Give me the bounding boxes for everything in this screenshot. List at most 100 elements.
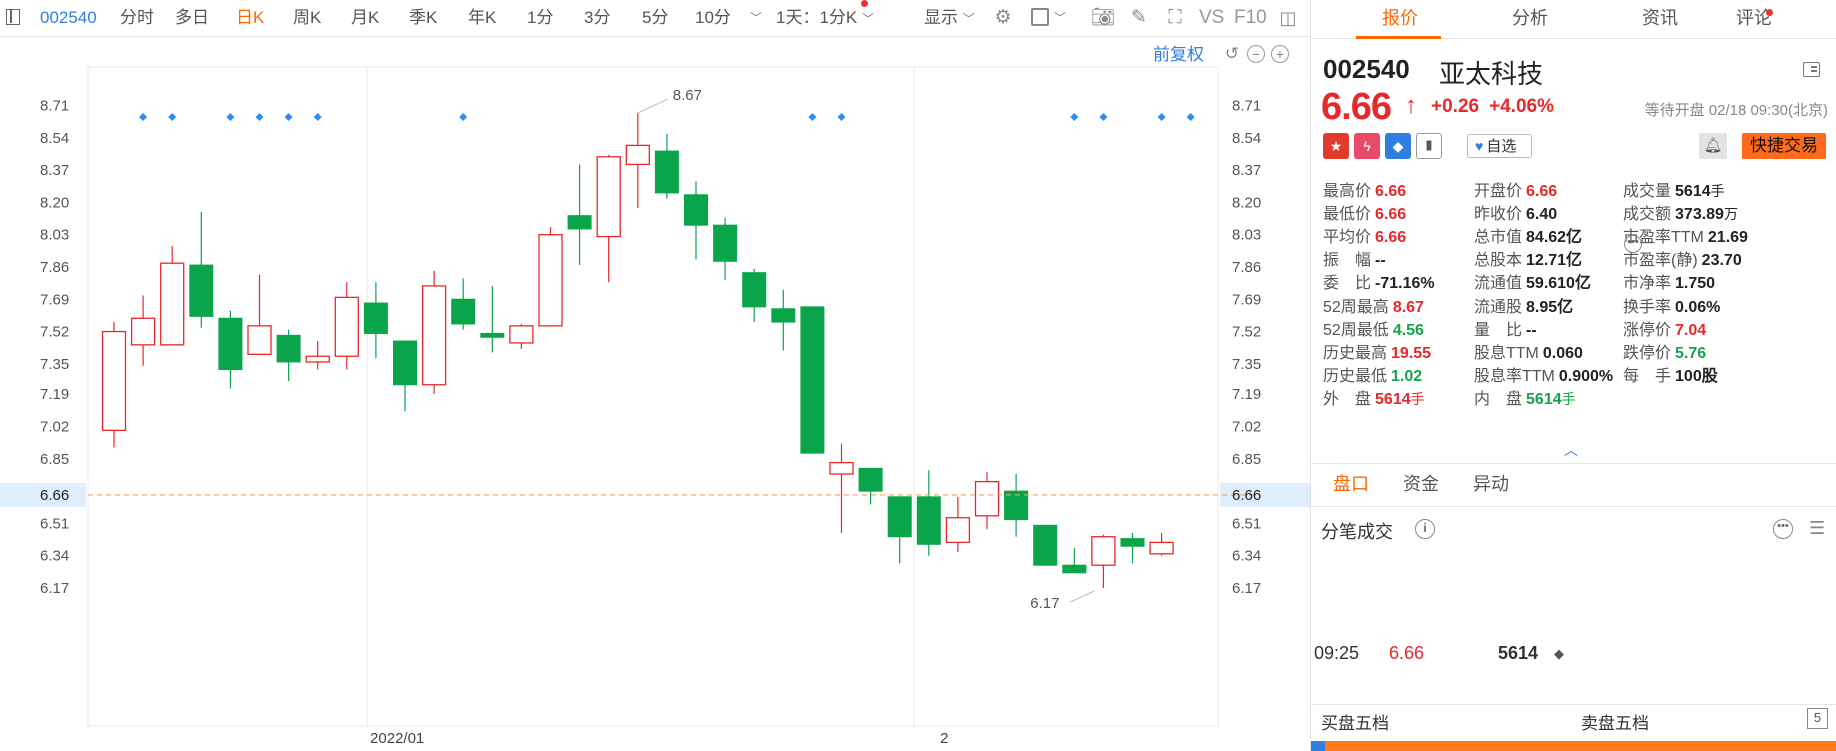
fullscreen-icon[interactable]: ⛶ [1168,7,1182,28]
candle-body [1091,536,1116,566]
quick-trade-button[interactable]: 快捷交易 [1742,133,1826,159]
tab-comments[interactable]: 评论 [1736,8,1772,28]
bookmark-icon[interactable]: ▮ [1416,133,1442,159]
quote-field-label: 平均价 [1323,229,1372,247]
quote-field-value: 6.66 [1375,229,1407,247]
interval-select[interactable]: 1天：1分K ﹀ [776,0,874,36]
display-menu[interactable]: 显示 ﹀ [924,0,975,36]
period-tab-quarterly[interactable]: 季K [409,8,438,27]
quote-field-value: 23.70 [1701,252,1742,270]
period-tab-weekly[interactable]: 周K [293,8,322,27]
five-levels-icon[interactable]: 5 [1807,708,1828,729]
tab-order-book[interactable]: 盘口 [1333,474,1369,494]
quote-field-label: 市盈率TTM [1623,229,1704,247]
display-checkbox[interactable] [1031,8,1049,26]
price-change: +0.26 [1431,96,1480,117]
quote-field-value: 5614 [1526,390,1562,408]
candle [1091,534,1116,588]
candlestick-chart[interactable]: 8.71 8.71 8.54 8.54 8.37 8.37 8.20 8.20 8.03 8.03… [0,37,1310,751]
candle-body [684,194,708,226]
lightning-icon[interactable]: ϟ [1354,133,1380,159]
period-more-chevron-icon[interactable]: ﹀ [750,11,763,25]
panel-menu-icon[interactable] [1803,62,1820,77]
y-tick-label-left: 7.69 [40,291,69,308]
quote-field: 最高价 6.66 [1323,180,1406,203]
period-tab-1min[interactable]: 1分 [527,8,554,27]
quote-field: 股息TTM 0.060 [1474,342,1583,365]
tab-fund-flow[interactable]: 资金 [1403,474,1439,494]
candle [684,181,708,260]
checkbox-chevron-icon[interactable]: ﹀ [1054,11,1067,25]
chevron-down-icon: ﹀ [861,12,874,26]
quote-field-value: 6.66 [1375,183,1407,200]
quote-field-unit: 手 [1710,183,1725,199]
pencil-icon[interactable]: ✎ [1131,7,1147,28]
candle [596,154,621,283]
china-flag-icon[interactable]: ★ [1323,133,1349,159]
quote-panel: 报价 分析 资讯 评论 002540 亚太科技 6.66 ↑ +0.26 +4.… [1310,0,1836,751]
bell-icon[interactable]: 🔔︎ [1699,133,1727,159]
quote-field-value: 1.750 [1675,275,1716,293]
candle-body [305,355,330,363]
candle [130,295,156,366]
list-icon[interactable]: ☰ [1809,518,1826,538]
tab-analysis[interactable]: 分析 [1512,8,1548,28]
candle-body [160,262,185,346]
period-tab-monthly[interactable]: 月K [351,8,380,27]
tab-anomaly[interactable]: 异动 [1473,474,1509,494]
panel-collapse-icon[interactable]: ◫ [1279,8,1297,28]
quote-field-label: 总市值 [1474,229,1523,247]
tick-time: 09:25 [1314,643,1360,663]
quote-field: 跌停价 5.76 [1623,342,1706,365]
sidebar-toggle-icon[interactable] [6,9,20,25]
vs-compare-button[interactable]: VS [1199,7,1225,28]
camera-icon[interactable]: 📷︎ [1090,7,1116,28]
more-icon[interactable]: ••• [1773,519,1793,539]
gear-icon[interactable]: ⚙ [994,7,1012,28]
candle [218,310,243,389]
zoom-in-icon[interactable]: + [1271,45,1289,63]
period-tab-multiday[interactable]: 多日 [175,8,209,27]
event-marker [255,113,264,121]
quote-field-label: 外 盘 [1323,390,1372,408]
candle-body [945,517,971,544]
event-marker [1186,113,1195,121]
tab-quote[interactable]: 报价 [1382,8,1418,28]
event-marker [313,113,322,121]
period-tab-5min[interactable]: 5分 [642,8,669,27]
display-menu-label: 显示 [924,8,958,27]
more-info-icon[interactable]: ••• [1624,235,1642,253]
quote-field: 每 手 100股 [1623,365,1718,388]
quote-field: 最低价 6.66 [1323,203,1406,226]
adjust-fuquan-link[interactable]: 前复权 [1153,45,1204,64]
candle-body [421,285,447,386]
candle-body [742,272,767,308]
tag-icon[interactable]: ◆ [1385,133,1411,159]
quote-field-value: 373.89 [1675,206,1724,224]
zoom-out-icon[interactable]: − [1247,45,1265,63]
quote-field-label: 涨停价 [1623,321,1672,339]
period-tab-intraday[interactable]: 分时 [120,8,154,27]
candle [509,323,534,349]
quote-field-label: 历史最低 [1323,367,1388,385]
period-tab-3min[interactable]: 3分 [584,8,611,27]
period-tab-10min[interactable]: 10分 [695,8,731,27]
quote-field: 涨停价 7.04 [1623,319,1706,342]
undo-icon[interactable]: ↺ [1224,44,1240,63]
quote-field-label: 委 比 [1323,275,1372,293]
candle-body [974,480,1000,517]
period-tab-daily[interactable]: 日K [236,8,265,27]
collapse-chevron-icon[interactable]: ︿ [1564,442,1578,458]
quote-field-value: 7.04 [1675,321,1707,339]
info-icon[interactable]: i [1415,519,1435,539]
f10-button[interactable]: F10 [1234,7,1267,28]
event-marker [1099,113,1108,121]
event-marker [837,113,846,121]
y-tick-label-right: 7.69 [1232,291,1261,308]
tab-news[interactable]: 资讯 [1642,8,1678,28]
candle [393,340,417,412]
add-watchlist-button[interactable]: ♥ 自选 [1467,134,1532,158]
quote-field-value: 5.76 [1675,344,1707,362]
stock-code-tab[interactable]: 002540 [40,8,97,27]
period-tab-yearly[interactable]: 年K [468,8,497,27]
